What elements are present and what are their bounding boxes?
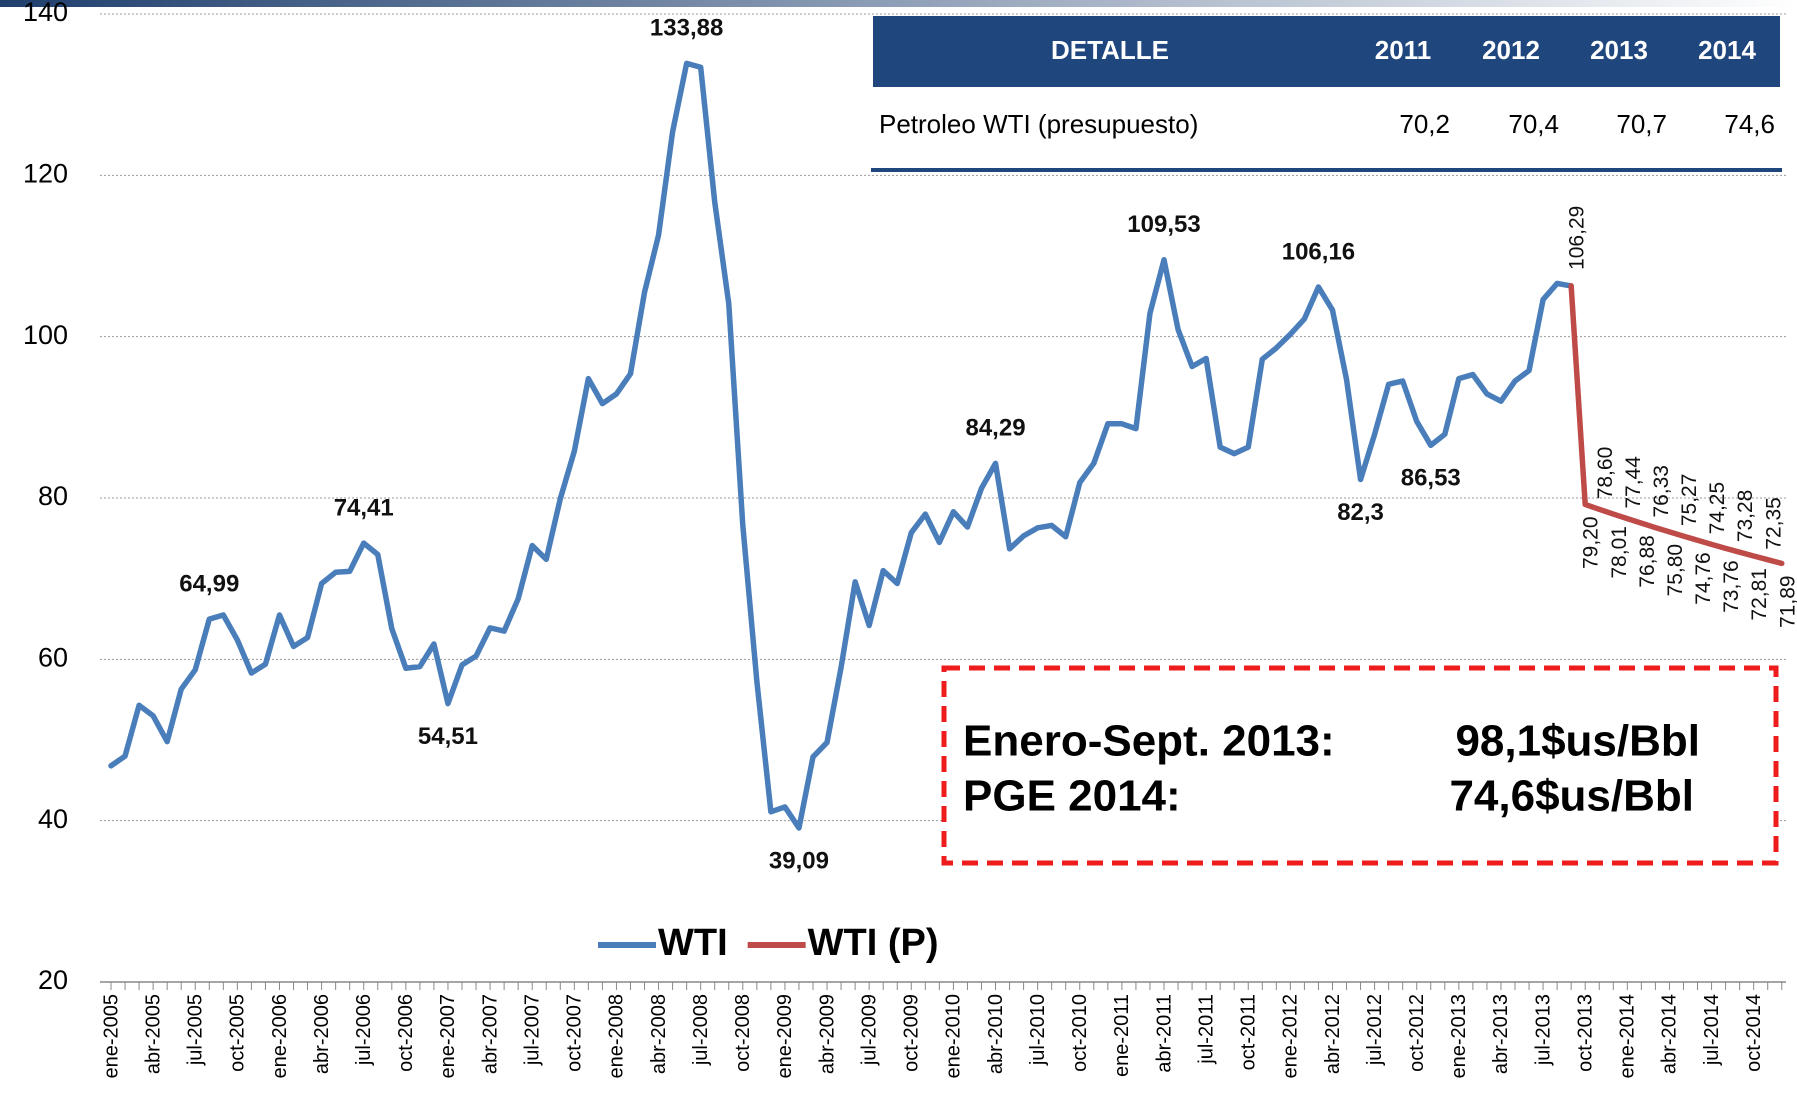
legend-label: WTI [658, 922, 728, 964]
x-tick-label: jul-2014 [1701, 994, 1723, 1066]
x-tick-label: abr-2013 [1490, 994, 1512, 1074]
data-label: 106,16 [1282, 238, 1355, 265]
data-label: 71,89 [1776, 575, 1797, 628]
x-tick-label: jul-2011 [1195, 994, 1217, 1065]
y-tick-label: 140 [23, 0, 68, 27]
annotation-text: PGE 2014: [963, 772, 1181, 821]
data-label: 74,25 [1706, 482, 1729, 535]
data-label: 76,33 [1650, 465, 1673, 518]
table-cell: 74,6 [1724, 109, 1775, 139]
x-tick-label: jul-2007 [521, 994, 543, 1066]
series-line [1568, 283, 1785, 567]
x-tick-label: jul-2009 [858, 994, 880, 1066]
x-tick-label: oct-2010 [1069, 994, 1091, 1072]
grid: 20 40 60 80 100 120 140 ene-2005 abr-2005 jul-200… [23, 0, 1786, 1079]
x-tick-label: oct-2011 [1238, 994, 1260, 1070]
x-tick-label: oct-2005 [227, 994, 249, 1072]
x-tick-label: oct-2014 [1743, 994, 1765, 1072]
x-tick-label: ene-2005 [100, 994, 122, 1079]
y-tick-label: 20 [38, 965, 68, 995]
annotation-text: Enero-Sept. 2013: [963, 717, 1335, 766]
x-tick-label: abr-2010 [985, 994, 1007, 1074]
y-tick-label: 60 [38, 642, 68, 672]
data-label: 78,01 [1608, 526, 1631, 579]
x-tick-label: ene-2011 [1111, 994, 1133, 1077]
data-label: 74,76 [1692, 552, 1715, 605]
x-tick-label: abr-2011 [1153, 994, 1175, 1073]
x-tick-label: abr-2007 [479, 994, 501, 1074]
annotation-text: 98,1$us/Bbl [1455, 717, 1700, 766]
lines [108, 60, 1785, 831]
table-cell: 70,4 [1508, 109, 1559, 139]
x-tick-label: abr-2009 [816, 994, 838, 1074]
table-cell: 70,2 [1399, 109, 1450, 139]
table-header-cell: DETALLE [1051, 35, 1169, 65]
x-tick-label: jul-2006 [353, 994, 375, 1066]
data-label: 86,53 [1401, 465, 1461, 492]
legend: WTI WTI (P) [598, 922, 939, 964]
x-tick-label: ene-2014 [1617, 994, 1639, 1079]
top-bar [0, 0, 1797, 7]
y-tick-label: 40 [38, 804, 68, 834]
x-tick-label: abr-2012 [1322, 994, 1344, 1074]
data-label: 79,20 [1580, 516, 1603, 569]
y-tick-label: 120 [23, 158, 68, 188]
data-label: 75,27 [1678, 474, 1701, 527]
annotation-text: 74,6$us/Bbl [1449, 772, 1694, 821]
table-header-cell: 2012 [1482, 35, 1540, 65]
table-header-cell: 2011 [1375, 35, 1431, 65]
x-tick-label: jul-2010 [1027, 994, 1049, 1066]
table-header [873, 16, 1780, 87]
x-tick-label: jul-2012 [1364, 994, 1386, 1066]
data-label: 54,51 [418, 723, 478, 750]
data-label: 73,76 [1720, 560, 1743, 613]
data-label: 76,88 [1636, 535, 1659, 588]
table-header-cell: 2013 [1590, 35, 1648, 65]
data-label: 82,3 [1337, 499, 1384, 526]
x-tick-label: oct-2012 [1406, 994, 1428, 1072]
x-tick-label: oct-2013 [1574, 994, 1596, 1072]
data-label: 78,60 [1594, 447, 1617, 500]
x-tick-label: jul-2013 [1532, 994, 1554, 1066]
x-tick-label: ene-2010 [943, 994, 965, 1079]
x-tick-label: oct-2009 [901, 994, 923, 1072]
labels: 64,99 74,41 54,51 133,88 39,09 84,29 109,53 106… [179, 15, 1797, 875]
x-tick-label: jul-2008 [690, 994, 712, 1066]
annotation-box [941, 665, 1779, 866]
x-tick-label: oct-2007 [564, 994, 586, 1072]
x-tick-label: ene-2008 [606, 994, 628, 1079]
data-label: 106,29 [1566, 206, 1589, 270]
data-label: 72,35 [1762, 497, 1785, 550]
table-cell: Petroleo WTI (presupuesto) [879, 109, 1198, 139]
table-header-cell: 2014 [1698, 35, 1756, 65]
x-tick-label: oct-2008 [732, 994, 754, 1072]
y-tick-label: 100 [23, 320, 68, 350]
data-label: 72,81 [1748, 568, 1771, 621]
y-tick-label: 80 [38, 481, 68, 511]
x-tick-label: abr-2006 [311, 994, 333, 1074]
x-tick-label: abr-2005 [142, 994, 164, 1074]
data-label: 64,99 [179, 570, 239, 597]
x-tick-label: abr-2008 [648, 994, 670, 1074]
data-label: 74,41 [334, 494, 394, 521]
data-label: 109,53 [1127, 211, 1200, 238]
x-tick-label: jul-2005 [185, 994, 207, 1066]
x-tick-label: ene-2007 [437, 994, 459, 1079]
data-label: 84,29 [965, 415, 1025, 442]
x-tick-label: ene-2009 [774, 994, 796, 1079]
data-label: 73,28 [1734, 490, 1757, 543]
data-label: 75,80 [1664, 544, 1687, 597]
table-cell: 70,7 [1616, 109, 1667, 139]
series-line [108, 60, 1574, 831]
x-tick-label: ene-2013 [1448, 994, 1470, 1079]
data-label: 77,44 [1622, 456, 1645, 509]
data-label: 133,88 [650, 15, 723, 42]
x-tick-label: ene-2012 [1280, 994, 1302, 1079]
x-tick-label: abr-2014 [1659, 994, 1681, 1074]
x-tick-label: oct-2006 [395, 994, 417, 1072]
data-label: 39,09 [769, 847, 829, 874]
legend-label: WTI (P) [808, 922, 939, 964]
x-tick-label: ene-2006 [269, 994, 291, 1079]
